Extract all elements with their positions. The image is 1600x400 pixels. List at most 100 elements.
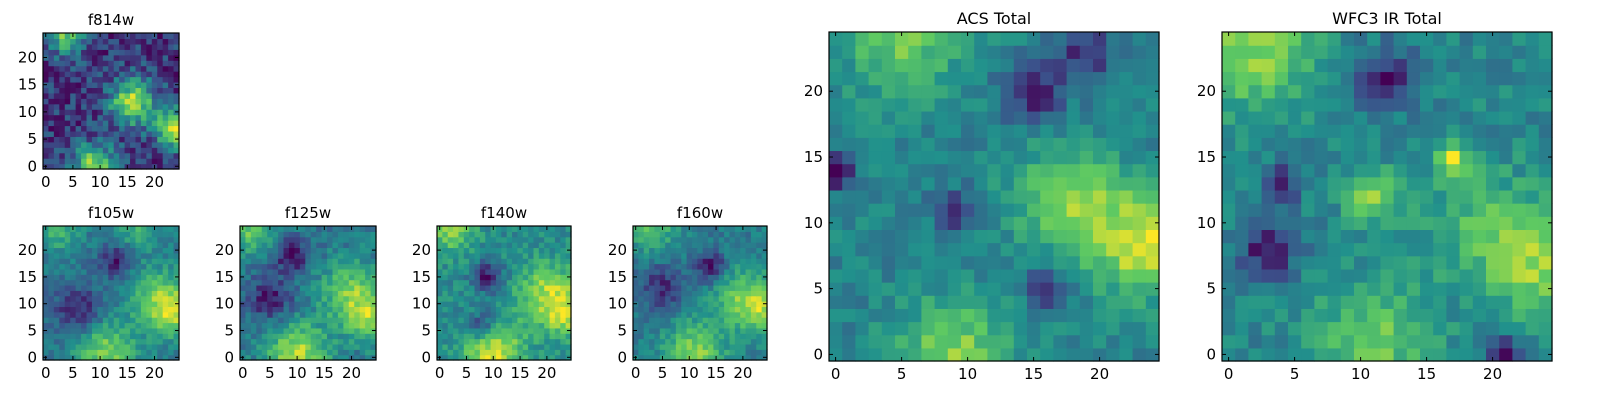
heatmap-cell bbox=[638, 306, 645, 313]
heatmap-cell bbox=[370, 242, 377, 249]
heatmap-cell bbox=[855, 58, 870, 73]
heatmap-cell bbox=[157, 43, 164, 50]
heatmap-cell bbox=[294, 279, 301, 286]
heatmap-cell bbox=[729, 231, 736, 238]
heatmap-cell bbox=[442, 333, 449, 340]
heatmap-cell bbox=[1106, 45, 1120, 59]
heatmap-cell bbox=[86, 98, 93, 105]
heatmap-cell bbox=[1393, 308, 1408, 323]
heatmap-cell bbox=[691, 231, 698, 238]
heatmap-cell bbox=[1040, 229, 1054, 244]
heatmap-cell bbox=[895, 45, 909, 59]
heatmap-cell bbox=[1433, 334, 1447, 349]
heatmap-cell bbox=[157, 71, 164, 78]
heatmap-cell bbox=[734, 242, 741, 249]
heatmap-cell bbox=[1538, 176, 1553, 191]
heatmap-cell bbox=[146, 252, 153, 259]
heatmap-cell bbox=[490, 284, 497, 291]
heatmap-cell bbox=[135, 141, 142, 148]
heatmap-cell bbox=[458, 231, 465, 238]
heatmap-cell bbox=[447, 317, 454, 324]
heatmap-cell bbox=[490, 268, 497, 275]
y-tick-label: 0 bbox=[813, 345, 823, 363]
heatmap-cell bbox=[691, 322, 698, 329]
heatmap-cell bbox=[512, 252, 518, 259]
x-tick-label: 0 bbox=[238, 364, 248, 382]
heatmap-cell bbox=[348, 301, 355, 307]
heatmap-cell bbox=[1393, 45, 1408, 59]
heatmap-cell bbox=[59, 76, 66, 83]
heatmap-cell bbox=[490, 274, 497, 281]
heatmap-cell bbox=[97, 252, 104, 259]
heatmap-cell bbox=[565, 263, 572, 270]
heatmap-cell bbox=[1040, 150, 1054, 165]
heatmap-cell bbox=[1288, 71, 1302, 86]
heatmap-cell bbox=[1301, 176, 1315, 191]
heatmap-cell bbox=[855, 110, 870, 125]
heatmap-cell bbox=[75, 268, 82, 275]
heatmap-cell bbox=[528, 236, 535, 243]
heatmap-cell bbox=[151, 279, 158, 286]
heatmap-cell bbox=[359, 322, 366, 329]
heatmap-cell bbox=[343, 284, 350, 291]
heatmap-cell bbox=[1512, 203, 1527, 217]
heatmap-cell bbox=[162, 290, 169, 297]
heatmap-cell bbox=[1053, 163, 1068, 178]
x-tick-label: 20 bbox=[733, 364, 752, 382]
heatmap-cell bbox=[359, 247, 366, 254]
heatmap-cell bbox=[469, 343, 476, 350]
heatmap-cell bbox=[756, 268, 763, 275]
heatmap-cell bbox=[649, 226, 656, 232]
heatmap-cell bbox=[1066, 176, 1081, 191]
heatmap-cell bbox=[59, 49, 66, 56]
heatmap-cell bbox=[1393, 255, 1408, 270]
heatmap-cell bbox=[1380, 163, 1395, 178]
heatmap-cell bbox=[102, 349, 109, 356]
heatmap-cell bbox=[272, 306, 279, 313]
heatmap-cell bbox=[544, 311, 551, 318]
heatmap-cell bbox=[756, 306, 763, 313]
heatmap-cell bbox=[697, 236, 704, 243]
heatmap-cell bbox=[729, 284, 736, 291]
heatmap-cell bbox=[365, 236, 372, 243]
heatmap-cell bbox=[1472, 97, 1487, 112]
heatmap-cell bbox=[745, 236, 752, 243]
heatmap-cell bbox=[479, 343, 486, 350]
heatmap-cell bbox=[305, 311, 312, 318]
heatmap-cell bbox=[327, 301, 334, 307]
heatmap-cell bbox=[162, 60, 169, 67]
heatmap-cell bbox=[124, 317, 131, 324]
heatmap-cell bbox=[1499, 189, 1513, 204]
heatmap-cell bbox=[305, 258, 312, 265]
heatmap-cell bbox=[81, 125, 88, 132]
heatmap-cell bbox=[921, 176, 936, 191]
heatmap-cell bbox=[447, 226, 454, 232]
x-tick-label: 20 bbox=[342, 364, 361, 382]
heatmap-cell bbox=[740, 236, 747, 243]
heatmap-cell bbox=[538, 231, 545, 238]
heatmap-cell bbox=[1314, 163, 1329, 178]
heatmap-cell bbox=[474, 338, 481, 345]
heatmap-cell bbox=[681, 263, 688, 270]
heatmap-cell bbox=[48, 279, 55, 286]
heatmap-cell bbox=[961, 32, 975, 46]
heatmap-cell bbox=[1288, 150, 1302, 165]
x-tick-label: 10 bbox=[91, 173, 110, 191]
heatmap-cell bbox=[250, 322, 257, 329]
heatmap-cell bbox=[91, 354, 98, 361]
heatmap-cell bbox=[278, 311, 285, 318]
heatmap-cell bbox=[974, 124, 988, 138]
heatmap-cell bbox=[1433, 110, 1447, 125]
heatmap-cell bbox=[1380, 84, 1395, 99]
heatmap-cell bbox=[48, 322, 55, 329]
heatmap-cell bbox=[649, 333, 656, 340]
heatmap-cell bbox=[565, 333, 572, 340]
heatmap-cell bbox=[670, 349, 677, 356]
heatmap-cell bbox=[261, 343, 268, 350]
heatmap-cell bbox=[272, 284, 279, 291]
axes-frame bbox=[436, 225, 572, 361]
heatmap-cell bbox=[458, 317, 465, 324]
heatmap-cell bbox=[102, 33, 109, 40]
heatmap-cell bbox=[1406, 58, 1421, 73]
heatmap-cell bbox=[1235, 255, 1249, 270]
